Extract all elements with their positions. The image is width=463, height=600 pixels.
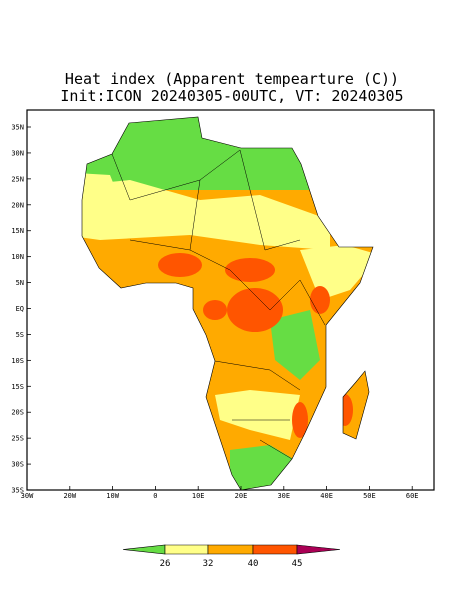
lon-tick-label: 0 bbox=[153, 492, 157, 500]
lat-tick-label: EQ bbox=[16, 305, 24, 313]
lat-tick-label: 20S bbox=[11, 409, 24, 417]
lon-tick-label: 30W bbox=[21, 492, 34, 500]
lat-axis: 35N 30N 25N 20N 15N 10N 5N EQ 5S 10S 15S 20S 25S 30S 3… bbox=[11, 124, 31, 495]
lon-tick-label: 40E bbox=[320, 492, 333, 500]
lon-tick-label: 50E bbox=[363, 492, 376, 500]
title-line: Heat index (Apparent tempearture (C)) bbox=[65, 70, 399, 88]
colorbar-swatch bbox=[296, 544, 341, 555]
lon-tick-label: 60E bbox=[406, 492, 419, 500]
colorbar-swatch bbox=[122, 544, 166, 555]
colorbar-label: 40 bbox=[248, 559, 259, 569]
shade bbox=[292, 402, 308, 438]
shade bbox=[82, 170, 120, 205]
colorbar-swatch bbox=[164, 544, 209, 555]
lat-tick-label: 10S bbox=[11, 357, 24, 365]
lon-tick-label: 10E bbox=[192, 492, 205, 500]
shade bbox=[203, 300, 227, 320]
lon-tick-label: 10W bbox=[106, 492, 119, 500]
title-line: Init:ICON 20240305-00UTC, VT: 20240305 bbox=[60, 87, 403, 105]
lat-tick-label: 10N bbox=[11, 253, 24, 261]
lon-axis: 30W 20W 10W 0 10E 20E 30E 40E 50E 60E bbox=[21, 486, 419, 500]
colorbar-swatch bbox=[252, 544, 298, 555]
lat-tick-label: 25S bbox=[11, 435, 24, 443]
lat-tick-label: 20N bbox=[11, 201, 24, 209]
shade bbox=[215, 390, 300, 440]
lat-tick-label: 5S bbox=[16, 331, 24, 339]
colorbar: 26 32 40 45 bbox=[122, 544, 341, 569]
lat-tick-label: 15S bbox=[11, 383, 24, 391]
lat-tick-label: 30S bbox=[11, 461, 24, 469]
lat-tick-label: 35S bbox=[11, 487, 24, 495]
shade bbox=[225, 258, 275, 282]
lon-tick-label: 20W bbox=[63, 492, 76, 500]
colorbar-label: 26 bbox=[160, 559, 171, 569]
lat-tick-label: 35N bbox=[11, 124, 24, 132]
coastline bbox=[81, 116, 374, 491]
lon-tick-label: 30E bbox=[277, 492, 290, 500]
colorbar-label: 45 bbox=[292, 559, 303, 569]
lat-tick-label: 5N bbox=[16, 279, 24, 287]
shade bbox=[158, 253, 202, 277]
lat-tick-label: 25N bbox=[11, 175, 24, 183]
shade bbox=[310, 286, 330, 314]
shade bbox=[227, 288, 283, 332]
colorbar-swatch bbox=[207, 544, 254, 555]
lat-tick-label: 30N bbox=[11, 149, 24, 157]
colorbar-label: 32 bbox=[203, 559, 214, 569]
lat-tick-label: 15N bbox=[11, 227, 24, 235]
shade bbox=[270, 310, 320, 380]
lon-tick-label: 20E bbox=[235, 492, 248, 500]
